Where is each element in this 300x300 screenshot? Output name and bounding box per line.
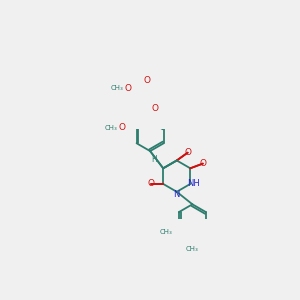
Text: O: O: [143, 76, 151, 85]
Text: O: O: [199, 159, 206, 168]
Text: O: O: [151, 104, 158, 113]
Text: O: O: [184, 148, 191, 157]
Text: O: O: [147, 179, 154, 188]
Text: H: H: [152, 155, 157, 164]
Text: O: O: [119, 123, 126, 132]
Text: CH₃: CH₃: [186, 246, 199, 252]
Text: NH: NH: [187, 179, 200, 188]
Text: CH₃: CH₃: [160, 230, 173, 236]
Text: N: N: [174, 190, 180, 199]
Text: CH₃: CH₃: [104, 124, 117, 130]
Text: CH₃: CH₃: [111, 85, 124, 91]
Text: O: O: [125, 84, 132, 93]
